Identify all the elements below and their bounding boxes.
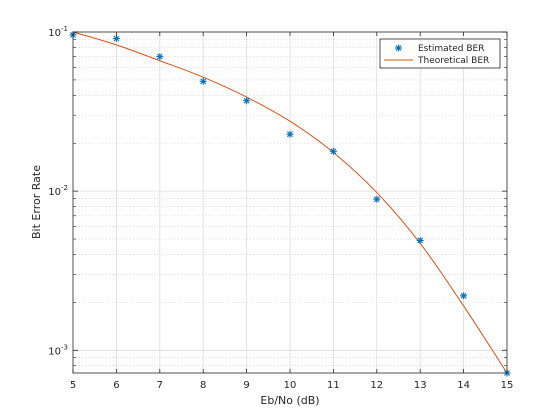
y-tick-label: 10-1 (48, 25, 68, 39)
estimated-ber-point (416, 236, 424, 244)
estimated-ber-point (373, 195, 381, 203)
legend: Estimated BER Theoretical BER (379, 38, 501, 69)
legend-asterisk (395, 44, 402, 52)
x-tick-label: 5 (70, 380, 76, 391)
legend-box (379, 38, 501, 69)
y-tick-label: 10-3 (48, 343, 68, 357)
x-tick-label: 15 (501, 380, 514, 391)
estimated-ber-point (199, 77, 207, 85)
estimated-ber-point (112, 35, 120, 43)
x-tick-label: 8 (200, 380, 206, 391)
series-layer (69, 31, 511, 377)
legend-marker-estimated (395, 44, 402, 52)
legend-entry-theoretical: Theoretical BER (417, 56, 489, 66)
x-tick-label: 11 (327, 380, 340, 391)
x-tick-labels: 5 6 7 8 9 10 11 12 13 14 15 (70, 380, 514, 391)
y-tick-labels: 10-3 10-2 10-1 (48, 25, 68, 357)
y-tick-label: 10-2 (48, 184, 68, 198)
y-axis-label: Bit Error Rate (30, 165, 43, 239)
x-tick-label: 7 (157, 380, 163, 391)
estimated-ber-point (286, 130, 294, 138)
x-tick-label: 13 (414, 380, 427, 391)
estimated-ber-point (243, 97, 251, 105)
x-tick-label: 14 (457, 380, 470, 391)
theoretical-ber-line (72, 31, 508, 374)
axis-ticks (72, 31, 508, 373)
x-tick-label: 10 (284, 380, 297, 391)
legend-entry-estimated: Estimated BER (418, 44, 484, 54)
x-tick-label: 12 (370, 380, 383, 391)
estimated-ber-point (460, 292, 468, 300)
x-tick-label: 6 (113, 380, 119, 391)
estimated-ber-point (329, 147, 337, 155)
x-axis-label: Eb/No (dB) (260, 394, 319, 407)
estimated-ber-point (156, 53, 164, 61)
x-tick-label: 9 (243, 380, 249, 391)
